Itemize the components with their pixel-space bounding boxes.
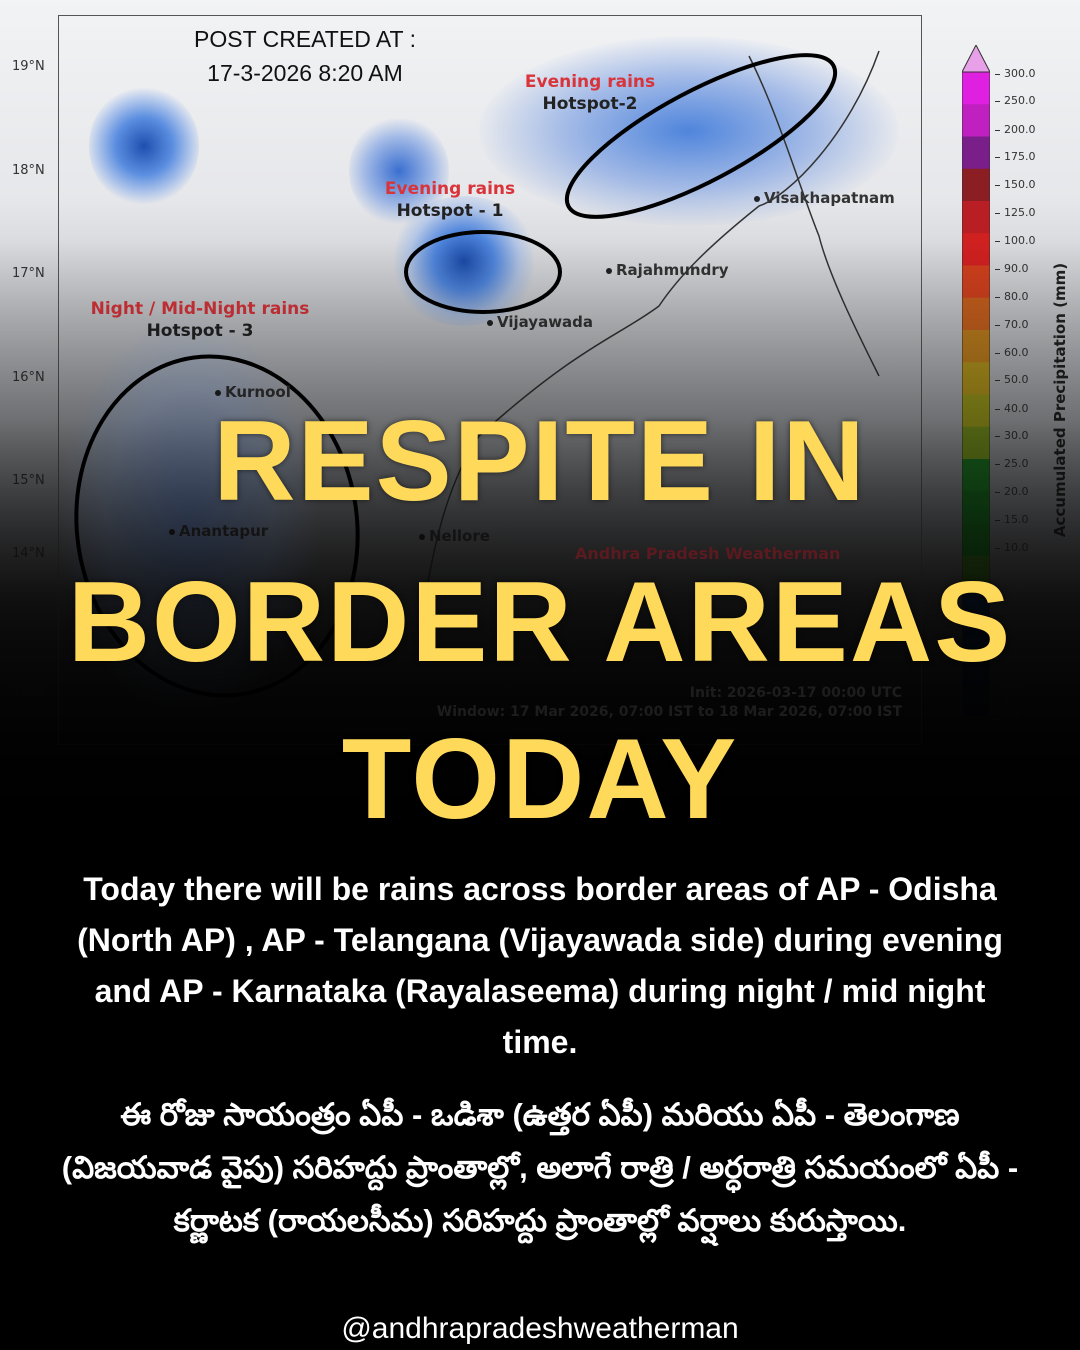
- hotspot-rain-type: Night / Mid-Night rains: [90, 299, 310, 319]
- post-created-value: 17-3-2026 8:20 AM: [207, 60, 403, 86]
- hotspot-name: Hotspot-2: [542, 94, 638, 114]
- hotspot-rain-type: Evening rains: [384, 179, 516, 199]
- colorbar-segment: [962, 168, 990, 202]
- colorbar-segment: [962, 362, 990, 395]
- colorbar-segment: [962, 265, 990, 299]
- city-visakhapatnam: Visakhapatnam: [754, 189, 895, 207]
- hotspot-1-label: Evening rains Hotspot - 1: [370, 178, 530, 222]
- colorbar-segment: [962, 684, 990, 717]
- colorbar-tick: 175.0: [995, 150, 1036, 163]
- lat-label: 17°N: [12, 266, 45, 281]
- headline-line-1: RESPITE IN: [213, 398, 867, 525]
- colorbar-tick: 90.0: [995, 262, 1029, 275]
- hotspot-1-ellipse: [404, 230, 562, 314]
- colorbar-tick: 50.0: [995, 373, 1029, 386]
- colorbar-segment: [962, 72, 990, 105]
- map-time-window: Window: 17 Mar 2026, 07:00 IST to 18 Mar…: [436, 704, 902, 720]
- hotspot-name: Hotspot - 1: [396, 201, 504, 221]
- headline-line-2: BORDER AREAS: [67, 559, 1013, 686]
- colorbar-tick: 80.0: [995, 290, 1029, 303]
- colorbar-segment: [962, 201, 990, 234]
- hotspot-rain-type: Evening rains: [524, 72, 656, 92]
- map-watermark: Andhra Pradesh Weatherman: [575, 544, 841, 563]
- colorbar-segment: [962, 330, 990, 363]
- colorbar-tick: 70.0: [995, 318, 1029, 331]
- colorbar-tick: 125.0: [995, 206, 1036, 219]
- city-rajahmundry: Rajahmundry: [606, 261, 729, 279]
- body-telugu: ఈ రోజు సాయంత్రం ఏపీ - ఒడిశా (ఉత్తర ఏపీ) …: [61, 1097, 1019, 1238]
- body-english: Today there will be rains across border …: [77, 871, 1003, 1060]
- colorbar-tick: 150.0: [995, 178, 1036, 191]
- lat-label: 14°N: [12, 546, 45, 561]
- post-timestamp: POST CREATED AT : 17-3-2026 8:20 AM: [150, 22, 460, 90]
- colorbar-extend-arrow: [962, 45, 990, 73]
- colorbar-tick: 60.0: [995, 346, 1029, 359]
- headline-line-3: TODAY: [341, 716, 739, 843]
- hotspot-2-ellipse: [564, 53, 838, 219]
- colorbar-segment: [962, 136, 990, 170]
- city-nellore: Nellore: [419, 527, 490, 545]
- lat-label: 19°N: [12, 59, 45, 74]
- colorbar-tick: 300.0: [995, 67, 1036, 80]
- lat-label: 16°N: [12, 370, 45, 385]
- lat-label: 18°N: [12, 163, 45, 178]
- hotspot-name: Hotspot - 3: [146, 321, 254, 341]
- lat-label: 13°N: [12, 684, 45, 699]
- colorbar-segment: [962, 233, 990, 266]
- city-vijayawada: Vijayawada: [487, 313, 593, 331]
- colorbar-tick: 200.0: [995, 123, 1036, 136]
- hotspot-2-label: Evening rains Hotspot-2: [510, 71, 670, 115]
- colorbar-segment: [962, 104, 990, 137]
- coastline: [748, 55, 880, 377]
- map-init-time: Init: 2026-03-17 00:00 UTC: [689, 685, 902, 701]
- colorbar-tick: 1.0: [995, 697, 1022, 710]
- author-handle: @andhrapradeshweatherman: [341, 1312, 739, 1345]
- colorbar-segment: [962, 523, 990, 557]
- colorbar-tick: 250.0: [995, 94, 1036, 107]
- hotspot-3-label: Night / Mid-Night rains Hotspot - 3: [70, 298, 330, 342]
- colorbar-tick: 100.0: [995, 234, 1036, 247]
- colorbar-tick: 10.0: [995, 541, 1029, 554]
- colorbar-segment: [962, 297, 990, 331]
- post-created-label: POST CREATED AT :: [194, 26, 416, 52]
